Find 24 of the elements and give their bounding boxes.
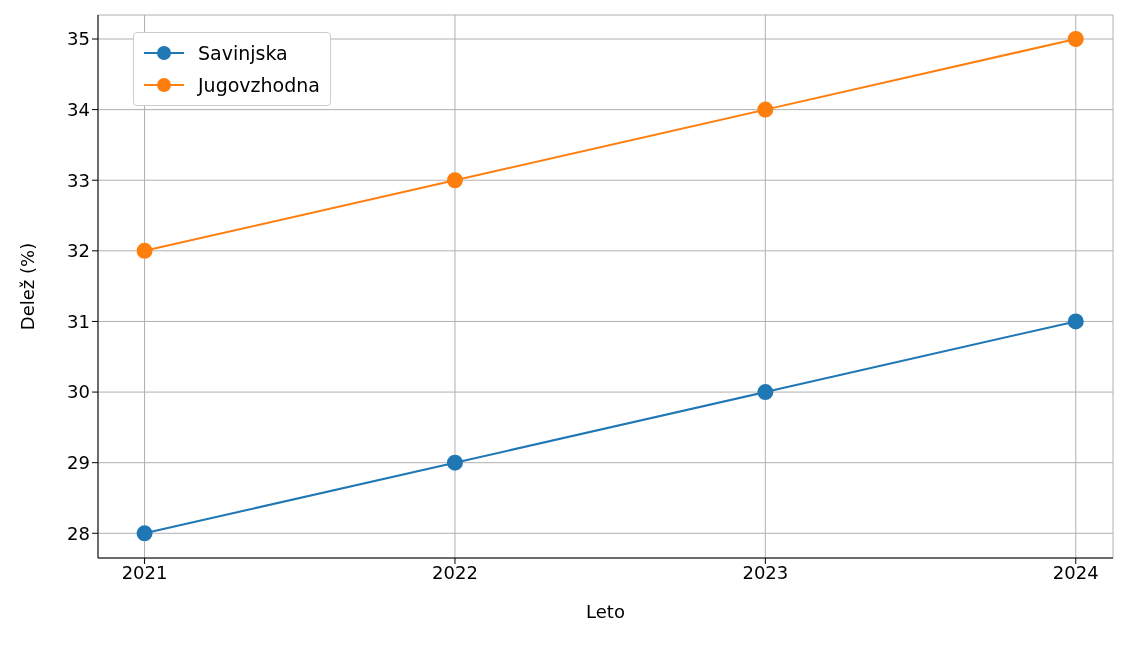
y-tick-label: 30 xyxy=(67,381,90,403)
x-tick-label: 2021 xyxy=(121,561,168,583)
legend-label: Savinjska xyxy=(198,41,288,66)
point xyxy=(1067,31,1084,48)
x-tick-label: 2023 xyxy=(742,561,789,583)
legend-label: Jugovzhodna xyxy=(198,73,320,98)
point xyxy=(446,454,463,471)
y-tick-label: 34 xyxy=(67,99,90,121)
y-tick-label: 31 xyxy=(67,310,90,332)
x-tick-label: 2024 xyxy=(1052,561,1099,583)
y-tick-label: 29 xyxy=(67,452,90,474)
y-axis-title: Delež (%) xyxy=(17,242,39,331)
point xyxy=(757,101,774,118)
point xyxy=(757,384,774,401)
point xyxy=(136,525,153,542)
y-tick-label: 32 xyxy=(67,240,90,262)
y-tick-label: 33 xyxy=(67,169,90,191)
y-tick-label: 28 xyxy=(67,522,90,544)
point xyxy=(1067,313,1084,330)
x-tick-label: 2022 xyxy=(432,561,478,583)
x-axis-title: Leto xyxy=(586,601,625,622)
point xyxy=(446,172,463,189)
point xyxy=(136,242,153,259)
y-tick-label: 35 xyxy=(67,28,90,50)
